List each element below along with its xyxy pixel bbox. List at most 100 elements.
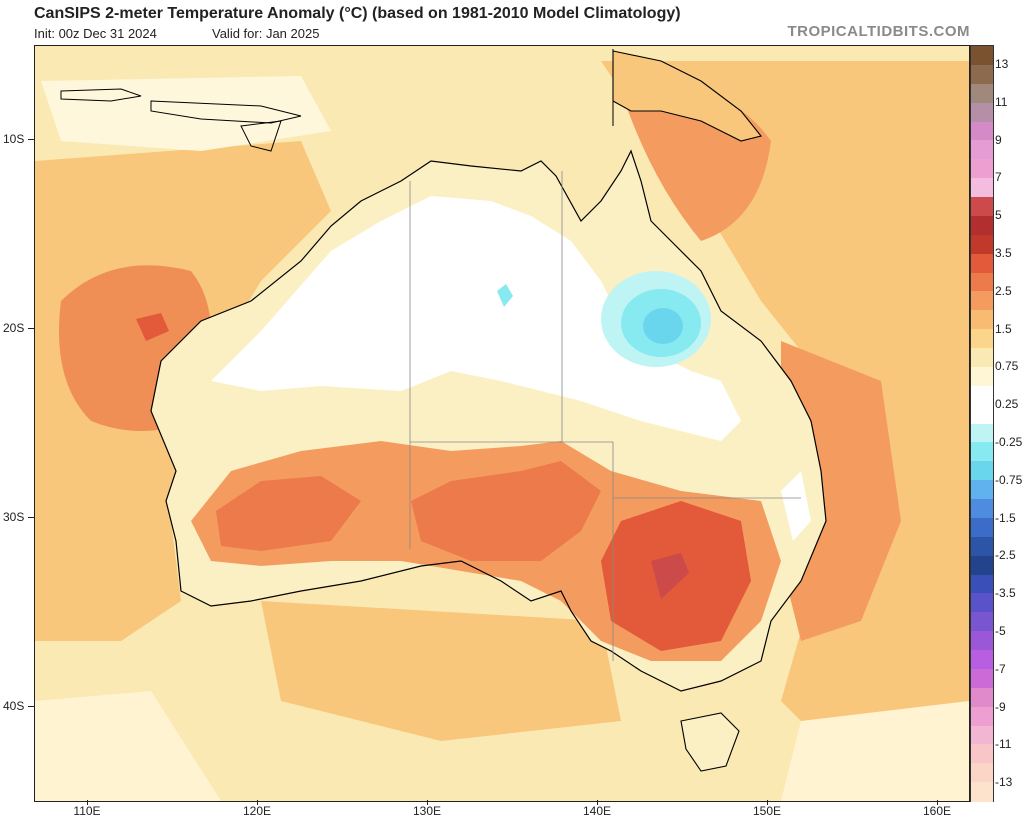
colorbar-label: 1.5	[995, 321, 1012, 336]
australia-coastline	[150, 149, 827, 692]
colorbar-segment	[971, 310, 993, 330]
colorbar-segment	[971, 253, 993, 273]
colorbar-segment	[971, 631, 993, 651]
colorbar-label: -11	[995, 737, 1012, 752]
colorbar-label: 13	[995, 57, 1009, 71]
map-title: CanSIPS 2-meter Temperature Anomaly (°C)…	[34, 5, 681, 22]
colorbar-segment	[971, 46, 993, 66]
colorbar-segment	[971, 272, 993, 292]
colorbar-segment	[971, 385, 993, 406]
sw-ocean-pale	[35, 691, 221, 801]
valid-time: Valid for: Jan 2025	[212, 26, 320, 41]
interior-neutral	[211, 196, 741, 441]
colorbar-segment	[971, 782, 993, 802]
lat-tick	[28, 328, 34, 329]
colorbar-label: 7	[995, 170, 1002, 185]
state-borders	[410, 171, 801, 661]
colorbar-segment	[971, 687, 993, 708]
colorbar-segment	[971, 329, 993, 349]
colorbar-segment	[971, 366, 993, 387]
colorbar-segment	[971, 668, 993, 689]
lon-tick	[87, 800, 88, 805]
lat-tick	[28, 706, 34, 707]
colorbar-label: 11	[995, 94, 1008, 109]
colorbar-segment	[971, 499, 993, 519]
colorbar-segment	[971, 555, 993, 575]
colorbar-segment	[971, 197, 993, 217]
init-time: Init: 00z Dec 31 2024	[34, 26, 157, 41]
colorbar-segment	[971, 461, 993, 481]
timor-island	[240, 120, 282, 152]
colorbar-segment	[971, 159, 993, 179]
colorbar-segment	[971, 234, 993, 255]
colorbar-segment	[971, 442, 993, 462]
colorbar-label: 3.5	[995, 246, 1012, 260]
lon-tick	[257, 800, 258, 805]
colorbar-label: -3.5	[995, 586, 1016, 601]
colorbar-segment	[971, 64, 993, 85]
cool-anomaly-core	[643, 308, 683, 344]
lon-tick	[767, 800, 768, 805]
lat-label-10s: 10S	[3, 132, 25, 146]
colorbar-label: 2.5	[995, 283, 1012, 298]
lon-label-150e: 150E	[752, 804, 782, 818]
indonesia-pale	[41, 76, 331, 151]
colorbar-segment	[971, 763, 993, 783]
lat-label-30s: 30S	[3, 510, 25, 524]
new-guinea	[612, 50, 762, 142]
anomaly-map-svg	[35, 46, 969, 801]
colorbar-label: -9	[995, 699, 1006, 714]
east-ocean-warm	[601, 61, 969, 761]
lat-label-40s: 40S	[3, 699, 25, 713]
colorbar-label: 9	[995, 132, 1002, 147]
lat-tick	[28, 517, 34, 518]
colorbar-segment	[971, 140, 993, 160]
colorbar-label: -2.5	[995, 548, 1016, 563]
colorbar-label: 0.75	[995, 359, 1019, 374]
lon-label-120e: 120E	[242, 804, 272, 818]
colorbar-segment	[971, 574, 993, 594]
wa-hot-patch	[216, 476, 361, 551]
lon-label-140e: 140E	[582, 804, 612, 818]
se-ocean-pale	[781, 701, 969, 801]
colorbar-segment	[971, 102, 993, 122]
colorbar-segment	[971, 178, 993, 198]
colorbar-segment	[971, 83, 993, 104]
colorbar-label: -1.5	[995, 510, 1016, 525]
lat-tick	[28, 139, 34, 140]
lon-label-130e: 130E	[412, 804, 442, 818]
sa-hot-patch	[411, 461, 601, 561]
east-coast-neutral	[781, 471, 811, 541]
southern-ocean-warm	[261, 601, 621, 741]
lon-label-160e: 160E	[922, 804, 952, 818]
site-brand[interactable]: TROPICALTIDBITS.COM	[787, 23, 970, 40]
colorbar-segment	[971, 517, 993, 538]
colorbar-segment	[971, 404, 993, 424]
colorbar-label: -5	[995, 624, 1006, 638]
colorbar-label: -13	[995, 775, 1013, 790]
colorbar-segment	[971, 480, 993, 500]
lon-tick	[597, 800, 598, 805]
colorbar-segment	[971, 348, 993, 368]
colorbar-segment	[971, 215, 993, 236]
tasmania	[680, 712, 740, 772]
colorbar-label: -0.75	[995, 472, 1023, 487]
colorbar-segment	[971, 612, 993, 632]
lat-label-20s: 20S	[3, 321, 25, 335]
colorbar-segment	[971, 121, 993, 141]
west-ocean-core	[136, 313, 169, 341]
anomaly-colorbar	[970, 45, 994, 802]
lon-tick	[427, 800, 428, 805]
small-cool-spot	[497, 284, 513, 307]
colorbar-segment	[971, 536, 993, 557]
colorbar-label: -7	[995, 661, 1006, 676]
colorbar-label: 5	[995, 208, 1002, 223]
anomaly-map[interactable]	[34, 45, 970, 802]
colorbar-segment	[971, 650, 993, 670]
colorbar-segment	[971, 744, 993, 764]
colorbar-segment	[971, 593, 993, 613]
tasman-warm	[781, 341, 901, 641]
colorbar-segment	[971, 423, 993, 443]
colorbar-segment	[971, 706, 993, 726]
colorbar-segment	[971, 291, 993, 311]
